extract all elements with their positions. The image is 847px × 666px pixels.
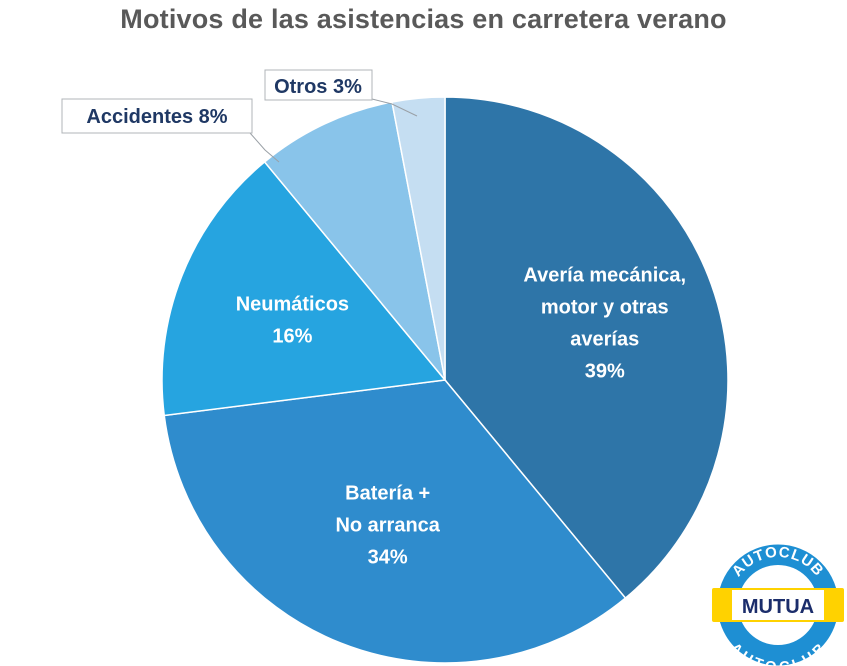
callout-accidentes-text: Accidentes 8% (86, 106, 227, 128)
logo-center-text: MUTUA (742, 596, 814, 618)
pie-slices (161, 96, 729, 664)
callout-accidentes: Accidentes 8% (61, 98, 253, 134)
pie-labels: Avería mecánica, motor y otras averías 39% B… (236, 264, 686, 568)
callout-otros-text: Otros 3% (274, 76, 362, 98)
autoclub-mutua-logo: MUTUA AUTOCLUB AUTOCLUB (712, 541, 844, 666)
callout-otros: Otros 3% (264, 69, 373, 101)
callout-leader-otros (371, 98, 418, 117)
pie-slice-label-0: Avería mecánica, motor y otras averías 39% (523, 264, 686, 382)
pie-slice-label-2: Neumáticos 16% (236, 294, 349, 348)
callout-leader-accidentes (249, 132, 280, 163)
pie-slice-1 (163, 379, 627, 664)
pie-slice-label-1: Batería + No arranca 34% (335, 483, 440, 569)
pie-slice-2 (161, 160, 447, 417)
pie-slice-3 (263, 101, 446, 381)
pie-slice-4 (391, 96, 446, 381)
pie-slice-0 (444, 96, 729, 600)
chart-title: Motivos de las asistencias en carretera … (120, 4, 727, 34)
